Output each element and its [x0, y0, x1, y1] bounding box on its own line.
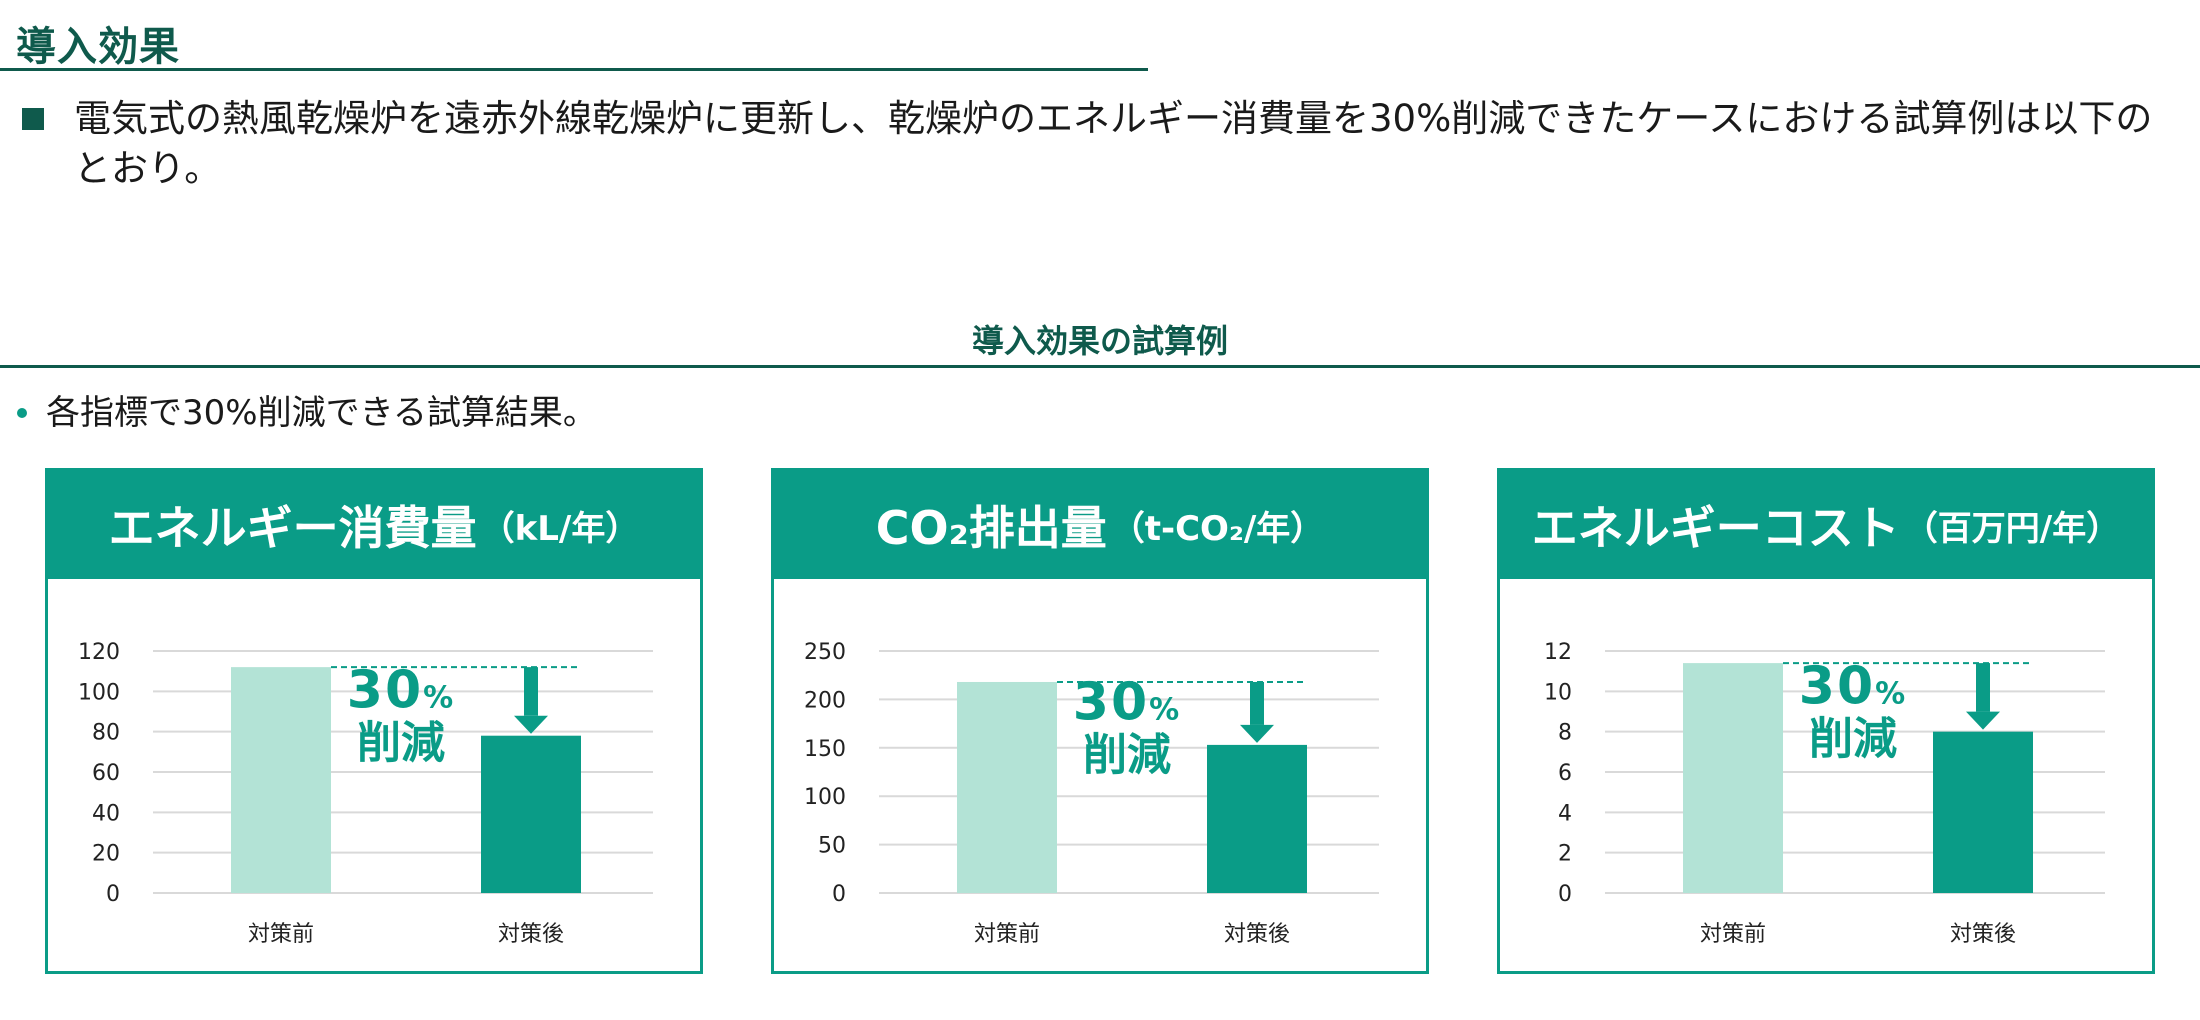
chart-title: エネルギーコスト	[1531, 501, 1900, 555]
chart-energy-consumption: 0 20 40 60 80 100 120 対策前 対策後 30%削減	[78, 640, 653, 947]
bar	[1933, 731, 2033, 893]
y-tick-label: 100	[78, 680, 120, 705]
down-arrow-icon	[524, 667, 538, 716]
chart-unit: （t-CO₂/年）	[1110, 508, 1325, 549]
section-rule	[0, 365, 2200, 368]
x-tick-label: 対策前	[974, 922, 1040, 947]
panel-co2-emissions: CO₂排出量 （t-CO₂/年） 0 50 100 150 200 250 対策前 対策後 30%…	[771, 468, 1429, 974]
reduction-percent: 30%	[347, 660, 455, 720]
y-tick-label: 60	[92, 761, 120, 786]
y-tick-label: 40	[92, 801, 120, 826]
y-tick-label: 8	[1558, 721, 1572, 746]
square-bullet-icon	[22, 108, 44, 130]
reduction-label: 削減	[1083, 729, 1171, 780]
y-tick-label: 250	[804, 640, 846, 665]
y-tick-label: 0	[106, 882, 120, 907]
x-tick-label: 対策後	[1224, 922, 1290, 947]
chart-energy-cost: 0 2 4 6 8 10 12 対策前 対策後 30%削減	[1544, 640, 2105, 947]
down-arrow-icon	[514, 715, 548, 734]
y-tick-label: 50	[818, 834, 846, 859]
bar	[481, 735, 581, 893]
x-tick-label: 対策後	[498, 922, 564, 947]
y-tick-label: 200	[804, 688, 846, 713]
y-tick-label: 80	[92, 721, 120, 746]
chart-co2-emissions: 0 50 100 150 200 250 対策前 対策後 30%削減	[804, 640, 1379, 947]
chart-unit: （kL/年）	[480, 508, 640, 549]
y-tick-label: 4	[1558, 801, 1572, 826]
reduction-percent: 30%	[1799, 656, 1907, 716]
panel-energy-consumption: エネルギー消費量 （kL/年） 0 20 40 60 80 100 120 対策前 対策後 30% 削…	[45, 468, 703, 974]
panel-header: CO₂排出量 （t-CO₂/年）	[774, 471, 1426, 579]
down-arrow-icon	[1976, 663, 1990, 712]
panel-energy-cost: エネルギーコスト （百万円/年） 0 2 4 6 8 10 12 対策前 対策後 30% 削減	[1497, 468, 2155, 974]
panel-header: エネルギー消費量 （kL/年）	[48, 471, 700, 579]
panel-header: エネルギーコスト （百万円/年）	[1500, 471, 2152, 579]
section-title: 導入効果の試算例	[971, 322, 1228, 360]
chart-title: エネルギー消費量	[108, 501, 477, 555]
y-tick-label: 100	[804, 785, 846, 810]
reduction-percent: 30%	[1073, 672, 1181, 732]
intro-text: 電気式の熱風乾燥炉を遠赤外線乾燥炉に更新し、乾燥炉のエネルギー消費量を30%削減…	[74, 97, 2153, 190]
bar	[957, 681, 1057, 893]
dot-bullet-icon	[17, 408, 27, 418]
y-tick-label: 20	[92, 842, 120, 867]
y-tick-label: 120	[78, 640, 120, 665]
sub-bullet-text: 各指標で30%削減できる試算結果。	[46, 393, 597, 433]
y-tick-label: 12	[1544, 640, 1572, 665]
reduction-label: 削減	[1809, 713, 1897, 764]
title-rule	[0, 68, 1148, 71]
x-tick-label: 対策後	[1950, 922, 2016, 947]
bar	[1683, 663, 1783, 893]
page-title: 導入効果	[16, 24, 180, 70]
y-tick-label: 2	[1558, 842, 1572, 867]
y-tick-label: 0	[832, 882, 846, 907]
bar	[1207, 744, 1307, 893]
x-tick-label: 対策前	[248, 922, 314, 947]
bar	[231, 667, 331, 893]
y-tick-label: 150	[804, 737, 846, 762]
y-tick-label: 0	[1558, 882, 1572, 907]
reduction-label: 削減	[357, 717, 445, 768]
chart-unit: （百万円/年）	[1903, 508, 2121, 549]
y-tick-label: 10	[1544, 680, 1572, 705]
chart-title: CO₂排出量	[875, 501, 1107, 555]
down-arrow-icon	[1240, 724, 1274, 743]
down-arrow-icon	[1966, 711, 2000, 730]
down-arrow-icon	[1250, 681, 1264, 725]
x-tick-label: 対策前	[1700, 922, 1766, 947]
y-tick-label: 6	[1558, 761, 1572, 786]
